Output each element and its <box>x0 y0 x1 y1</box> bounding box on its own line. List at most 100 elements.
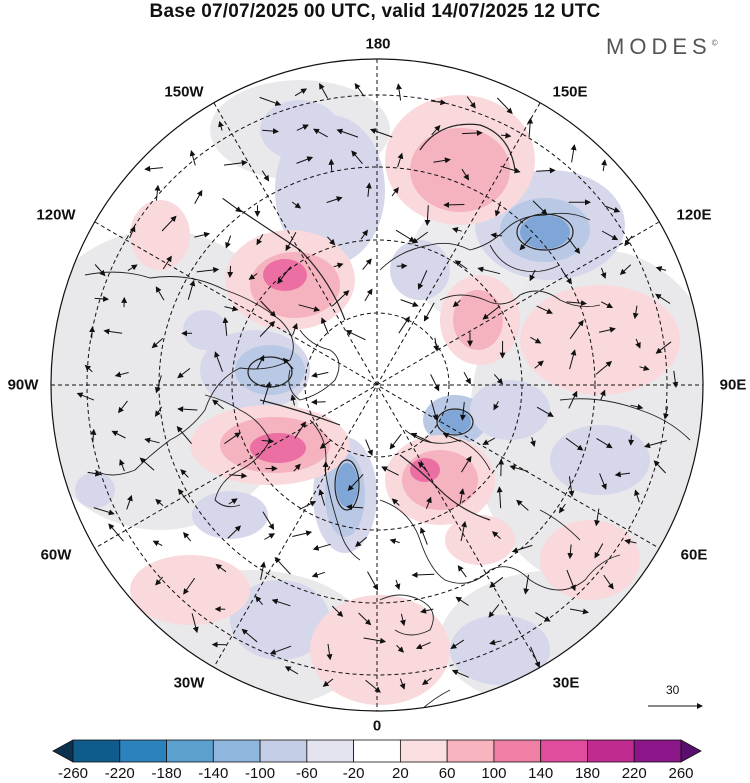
wind-vector-arrow <box>321 317 329 335</box>
wind-vector-arrow <box>312 543 331 551</box>
wind-vector-arrow <box>259 320 276 337</box>
wind-vector-arrow <box>264 533 276 540</box>
wind-vector-arrow <box>594 508 601 527</box>
wind-vector-arrow <box>397 152 404 168</box>
wind-vector-arrow <box>493 374 504 385</box>
wind-vector-arrow <box>76 392 95 401</box>
negative-anomaly <box>470 380 550 440</box>
positive-anomaly <box>410 128 510 212</box>
wind-vector-arrow <box>461 168 470 181</box>
wind-vector-arrow <box>431 125 441 136</box>
wind-vector-arrow <box>292 322 298 336</box>
wind-vector-arrow <box>119 459 125 472</box>
wind-vector-arrow <box>360 229 368 240</box>
wind-vector-arrow <box>294 421 306 439</box>
wind-vector-arrow <box>420 607 434 614</box>
wind-vector-arrow <box>271 598 291 607</box>
colorbar-tick-label: 140 <box>528 765 554 782</box>
wind-vector-arrow <box>639 365 650 371</box>
colorbar-bin <box>212 739 261 763</box>
wind-vector-arrow <box>291 201 302 209</box>
wind-vector-arrow <box>127 264 138 272</box>
colorbar-bin <box>399 739 448 763</box>
wind-vector-arrow <box>327 236 336 246</box>
wind-vector-arrow <box>331 605 344 618</box>
lon-label-60e: 60E <box>680 546 708 564</box>
wind-vector-arrow <box>519 236 532 251</box>
wind-vector-arrow <box>466 96 476 109</box>
wind-vector-arrow <box>94 264 106 277</box>
wind-vector-arrow <box>570 144 577 163</box>
wind-vector-arrow <box>396 83 402 101</box>
wind-vector-arrow <box>296 156 314 164</box>
wind-vector-arrow <box>489 639 502 646</box>
positive-anomaly <box>310 595 450 705</box>
wind-vector-arrow <box>151 338 164 349</box>
wind-vector-arrow <box>411 571 435 578</box>
wind-vector-arrow <box>93 507 115 516</box>
wind-vector-arrow <box>482 305 501 320</box>
colorbar-tick-label: 260 <box>668 765 694 782</box>
colorbar-bin <box>166 739 214 763</box>
lon-label-0: 0 <box>372 717 382 735</box>
wind-vector-arrow <box>527 117 534 138</box>
wind-vector-arrow <box>418 461 428 473</box>
wind-vector-arrow <box>452 299 461 308</box>
wind-vector-arrow <box>596 437 613 449</box>
lon-label-90w: 90W <box>7 376 39 394</box>
positive-anomaly <box>453 290 503 350</box>
wind-vector-arrow <box>194 231 211 238</box>
modes-logo: MODES© <box>606 34 718 59</box>
wind-vector-arrow <box>299 501 317 510</box>
positive-anomaly <box>130 555 250 625</box>
negative-anomaly <box>75 472 115 508</box>
wind-vector-arrow <box>261 438 275 445</box>
wind-vector-arrow <box>336 128 359 138</box>
wind-vector-arrow <box>421 677 432 685</box>
wind-vector-arrow <box>328 158 335 172</box>
wind-vector-arrow <box>396 644 405 653</box>
wind-vector-arrow <box>534 360 544 369</box>
colorbar-bin <box>587 739 635 763</box>
positive-anomaly <box>540 520 640 600</box>
wind-vector-arrow <box>536 167 556 174</box>
colorbar <box>52 739 702 763</box>
lon-label-150w: 150W <box>164 83 204 101</box>
wind-vector-arrow <box>653 460 666 474</box>
wind-vector-arrow <box>462 130 483 137</box>
wind-vector-arrow <box>139 457 155 471</box>
wind-vector-arrow <box>634 489 640 503</box>
colorbar-bin <box>633 739 682 763</box>
wind-vector-arrow <box>277 266 292 285</box>
wind-vector-arrow <box>491 531 501 539</box>
wind-vector-arrow <box>558 503 566 514</box>
wind-vector-arrow <box>214 351 223 372</box>
wind-vector-arrow <box>319 83 329 99</box>
wind-vector-arrow <box>566 569 576 592</box>
wind-vector-arrow <box>260 561 266 580</box>
wind-vector-arrow <box>94 295 110 302</box>
wind-vector-arrow <box>225 235 232 249</box>
positive-anomaly <box>410 458 440 482</box>
wind-vector-arrow <box>663 406 669 420</box>
wind-vector-arrow <box>154 406 163 417</box>
anomaly-field <box>51 59 703 711</box>
wind-vector-arrow <box>535 612 551 622</box>
wind-vector-arrow <box>443 201 465 208</box>
wind-vector-arrow <box>369 128 393 138</box>
wind-vector-arrow <box>430 374 440 392</box>
wind-vector-arrow <box>183 577 196 595</box>
negative-anomaly <box>336 463 358 507</box>
wind-vector-arrow <box>262 128 279 135</box>
wind-vector-arrow <box>154 375 162 394</box>
wind-vector-arrow <box>274 556 291 575</box>
wind-vector-arrow <box>176 426 192 445</box>
wind-vector-arrow <box>224 305 239 312</box>
wind-vector-arrow <box>129 225 136 239</box>
wind-vector-arrow <box>529 269 536 282</box>
wind-vector-arrow <box>103 328 123 335</box>
wind-vector-arrow <box>189 150 196 166</box>
colorbar-bin <box>353 739 401 763</box>
wind-vector-arrow <box>144 165 163 172</box>
